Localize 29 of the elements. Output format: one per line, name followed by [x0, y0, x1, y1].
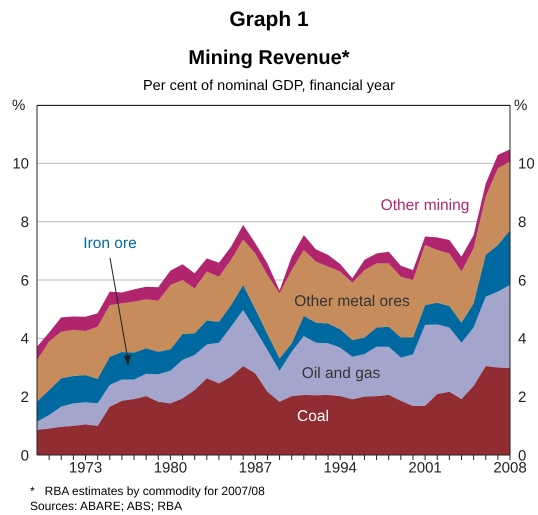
y-tick-label: 4 — [20, 330, 29, 348]
series-label: Coal — [297, 408, 329, 426]
y2-tick-label: 2 — [518, 388, 526, 406]
source-note: Sources: ABARE; ABS; RBA — [30, 499, 182, 513]
text: Iron ore — [83, 235, 137, 253]
y2-axis-title: % — [514, 97, 528, 114]
x-tick-label: 1980 — [154, 460, 188, 477]
y-tick-label: 6 — [20, 272, 29, 290]
x-tick-label: 2008 — [493, 460, 527, 477]
series-label: Other mining — [380, 197, 470, 215]
x-tick-label: 1973 — [68, 460, 102, 477]
y2-tick-label: 8 — [518, 214, 526, 231]
x-tick-label: 1994 — [324, 460, 357, 477]
y2-tick-label: 4 — [518, 330, 526, 348]
y2-tick-label: 10 — [518, 156, 535, 173]
y-tick-label: 10 — [12, 156, 29, 173]
y-tick-label: 8 — [20, 214, 29, 231]
caption: Graph 1 — [228, 8, 310, 32]
x-tick-label: 2001 — [408, 460, 442, 477]
y-axis-title: % — [12, 97, 26, 114]
chart-subtitle: Per cent of nominal GDP, financial year — [142, 78, 396, 94]
y-tick-label: 2 — [20, 388, 29, 406]
series-label: Other metal ores — [294, 293, 410, 311]
series-label: Oil and gas — [302, 365, 380, 383]
chart-title: Mining Revenue* — [187, 47, 351, 70]
x-tick-label: 1987 — [238, 460, 272, 477]
text: * RBA estimates by commodity for 2007/08 — [30, 484, 265, 498]
y-tick-label: 0 — [20, 447, 29, 464]
y2-tick-label: 6 — [518, 272, 526, 290]
